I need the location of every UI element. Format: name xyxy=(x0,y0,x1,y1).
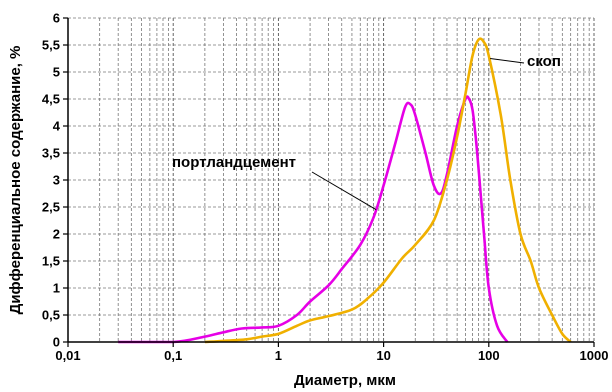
x-tick-label: 10 xyxy=(376,348,390,363)
y-tick-label: 1 xyxy=(53,281,60,296)
y-tick-label: 4 xyxy=(53,119,61,134)
y-tick-label: 0 xyxy=(53,335,60,350)
x-tick-label: 1 xyxy=(275,348,282,363)
y-tick-label: 3,5 xyxy=(42,146,60,161)
x-tick-label: 0,01 xyxy=(55,348,80,363)
y-tick-label: 2,5 xyxy=(42,200,60,215)
annotation-label-portlandcement: портландцемент xyxy=(172,154,296,171)
y-tick-label: 5 xyxy=(53,65,60,80)
x-axis-title: Диаметр, мкм xyxy=(294,372,396,389)
x-tick-label: 0,1 xyxy=(164,348,182,363)
annotation-leader-skop xyxy=(490,58,525,64)
y-tick-label: 3 xyxy=(53,173,60,188)
grid xyxy=(67,17,595,343)
y-tick-label: 0,5 xyxy=(42,308,60,323)
series-line-skop xyxy=(204,37,572,344)
annotations: портландцемент скоп xyxy=(172,53,561,211)
y-axis-title: Дифференциальное содержание, % xyxy=(7,46,24,315)
axes xyxy=(63,17,595,347)
x-tick-label: 1000 xyxy=(580,348,609,363)
y-tick-label: 2 xyxy=(53,227,60,242)
x-tick-label: 100 xyxy=(478,348,500,363)
annotation-label-skop: скоп xyxy=(527,53,561,70)
series-curves xyxy=(118,37,572,344)
series-line-portlandcement xyxy=(118,95,509,344)
y-tick-label: 5,5 xyxy=(42,38,60,53)
tick-labels: 0 0,5 1 1,5 2 2,5 3 3,5 4 4,5 5 5,5 6 0,01 0,1 1 10 100 10… xyxy=(42,11,609,364)
y-tick-label: 1,5 xyxy=(42,254,60,269)
y-tick-label: 4,5 xyxy=(42,92,60,107)
annotation-leader-portlandcement xyxy=(311,171,377,211)
y-tick-label: 6 xyxy=(53,11,60,26)
